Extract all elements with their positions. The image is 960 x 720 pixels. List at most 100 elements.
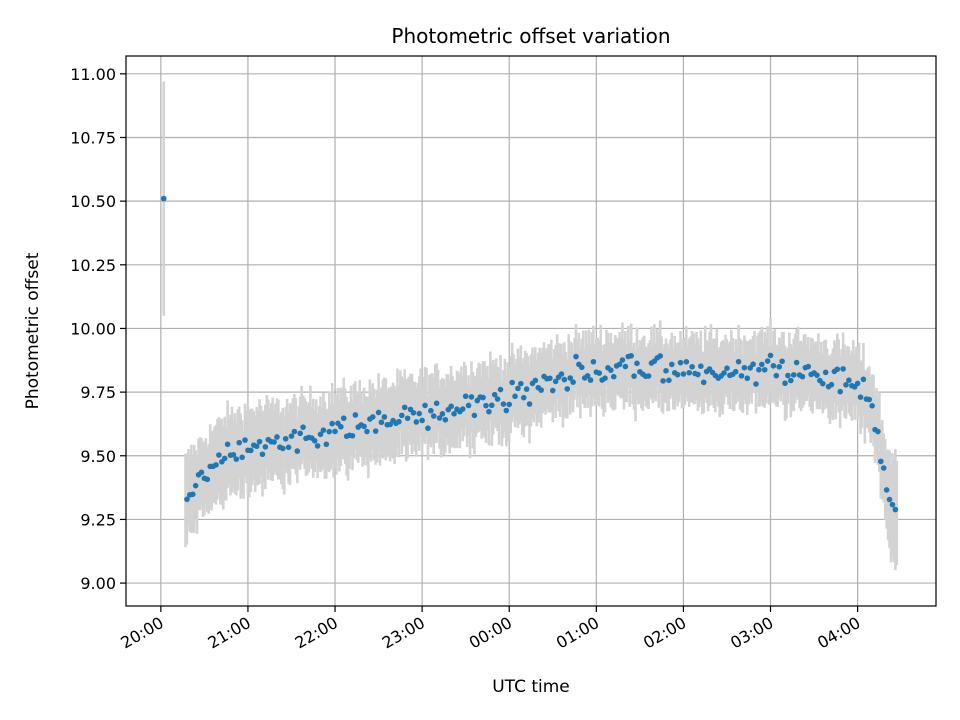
data-point <box>680 371 687 377</box>
data-point <box>494 396 501 402</box>
data-point <box>340 415 347 422</box>
data-point <box>320 427 327 433</box>
data-point <box>674 371 681 378</box>
data-point <box>538 387 544 393</box>
data-point <box>506 401 513 408</box>
data-point <box>369 414 376 420</box>
data-point <box>828 381 835 388</box>
y-tick-label: 9.00 <box>80 574 116 593</box>
data-point <box>886 496 893 503</box>
data-point <box>279 445 286 452</box>
data-point <box>294 448 301 454</box>
data-point <box>608 367 614 373</box>
data-point <box>491 391 498 398</box>
data-point <box>834 366 841 373</box>
data-point <box>497 386 504 393</box>
data-point <box>518 380 524 387</box>
data-point <box>753 381 759 387</box>
data-point <box>430 413 437 419</box>
data-point <box>419 417 425 424</box>
data-point <box>224 441 231 448</box>
data-point <box>314 443 321 449</box>
data-point <box>375 409 382 416</box>
data-point <box>500 401 507 407</box>
data-point <box>239 454 245 461</box>
data-point <box>282 435 289 442</box>
data-point <box>744 375 751 382</box>
data-point <box>428 407 434 414</box>
data-point <box>489 402 495 409</box>
data-point <box>442 416 449 423</box>
data-point <box>242 437 248 443</box>
data-point <box>776 363 783 370</box>
data-point <box>677 359 684 366</box>
y-tick-label: 9.50 <box>80 447 116 466</box>
data-point <box>253 443 260 450</box>
data-point <box>433 400 440 407</box>
data-point <box>866 396 873 403</box>
data-point <box>889 501 896 508</box>
data-point <box>767 352 774 359</box>
data-point <box>549 387 556 394</box>
data-point <box>465 402 472 409</box>
data-point <box>248 447 254 454</box>
data-point <box>515 385 521 392</box>
data-point <box>558 371 565 377</box>
plot-frame <box>125 55 937 607</box>
y-tick-label: 11.00 <box>70 65 116 84</box>
data-point <box>854 380 861 387</box>
data-point <box>570 379 576 385</box>
y-tick-label: 10.75 <box>70 128 116 147</box>
y-tick-label: 10.00 <box>70 319 116 338</box>
data-point <box>160 195 167 202</box>
data-point <box>256 438 263 445</box>
data-point <box>634 360 640 367</box>
data-point <box>189 491 196 498</box>
data-point <box>669 361 675 368</box>
data-point <box>698 363 704 370</box>
data-point <box>616 361 623 368</box>
data-point <box>756 366 762 373</box>
data-point <box>750 361 756 368</box>
data-point <box>857 394 864 400</box>
data-point <box>213 462 219 468</box>
y-tick-label: 9.75 <box>80 383 116 402</box>
data-point <box>198 469 205 476</box>
data-point <box>724 365 730 372</box>
data-point <box>683 359 690 365</box>
data-point <box>561 376 568 383</box>
data-point <box>689 363 695 370</box>
data-point <box>779 358 785 365</box>
data-point <box>790 372 797 378</box>
data-point <box>259 451 266 458</box>
data-point <box>782 380 788 387</box>
data-point <box>805 363 812 370</box>
data-point <box>860 376 867 383</box>
data-point <box>323 441 330 448</box>
data-point <box>846 377 852 383</box>
data-point <box>660 378 666 384</box>
data-point <box>349 432 356 439</box>
data-point <box>878 458 884 465</box>
data-point <box>732 368 739 375</box>
data-point <box>657 353 663 359</box>
data-point <box>361 423 367 430</box>
data-point <box>631 373 637 379</box>
data-point <box>364 428 370 435</box>
data-point <box>311 438 318 444</box>
data-point <box>822 369 829 376</box>
data-point <box>628 353 634 359</box>
data-point <box>785 372 791 379</box>
data-point <box>741 364 748 371</box>
x-axis-title: UTC time <box>492 677 570 697</box>
data-point <box>761 366 768 373</box>
data-point <box>503 407 510 414</box>
data-point <box>869 403 875 409</box>
data-point <box>610 373 617 380</box>
data-point <box>192 482 199 489</box>
data-point <box>399 412 405 419</box>
data-point <box>880 465 887 471</box>
data-point <box>843 382 849 388</box>
y-tick-label: 10.50 <box>70 192 116 211</box>
data-point <box>590 358 597 365</box>
